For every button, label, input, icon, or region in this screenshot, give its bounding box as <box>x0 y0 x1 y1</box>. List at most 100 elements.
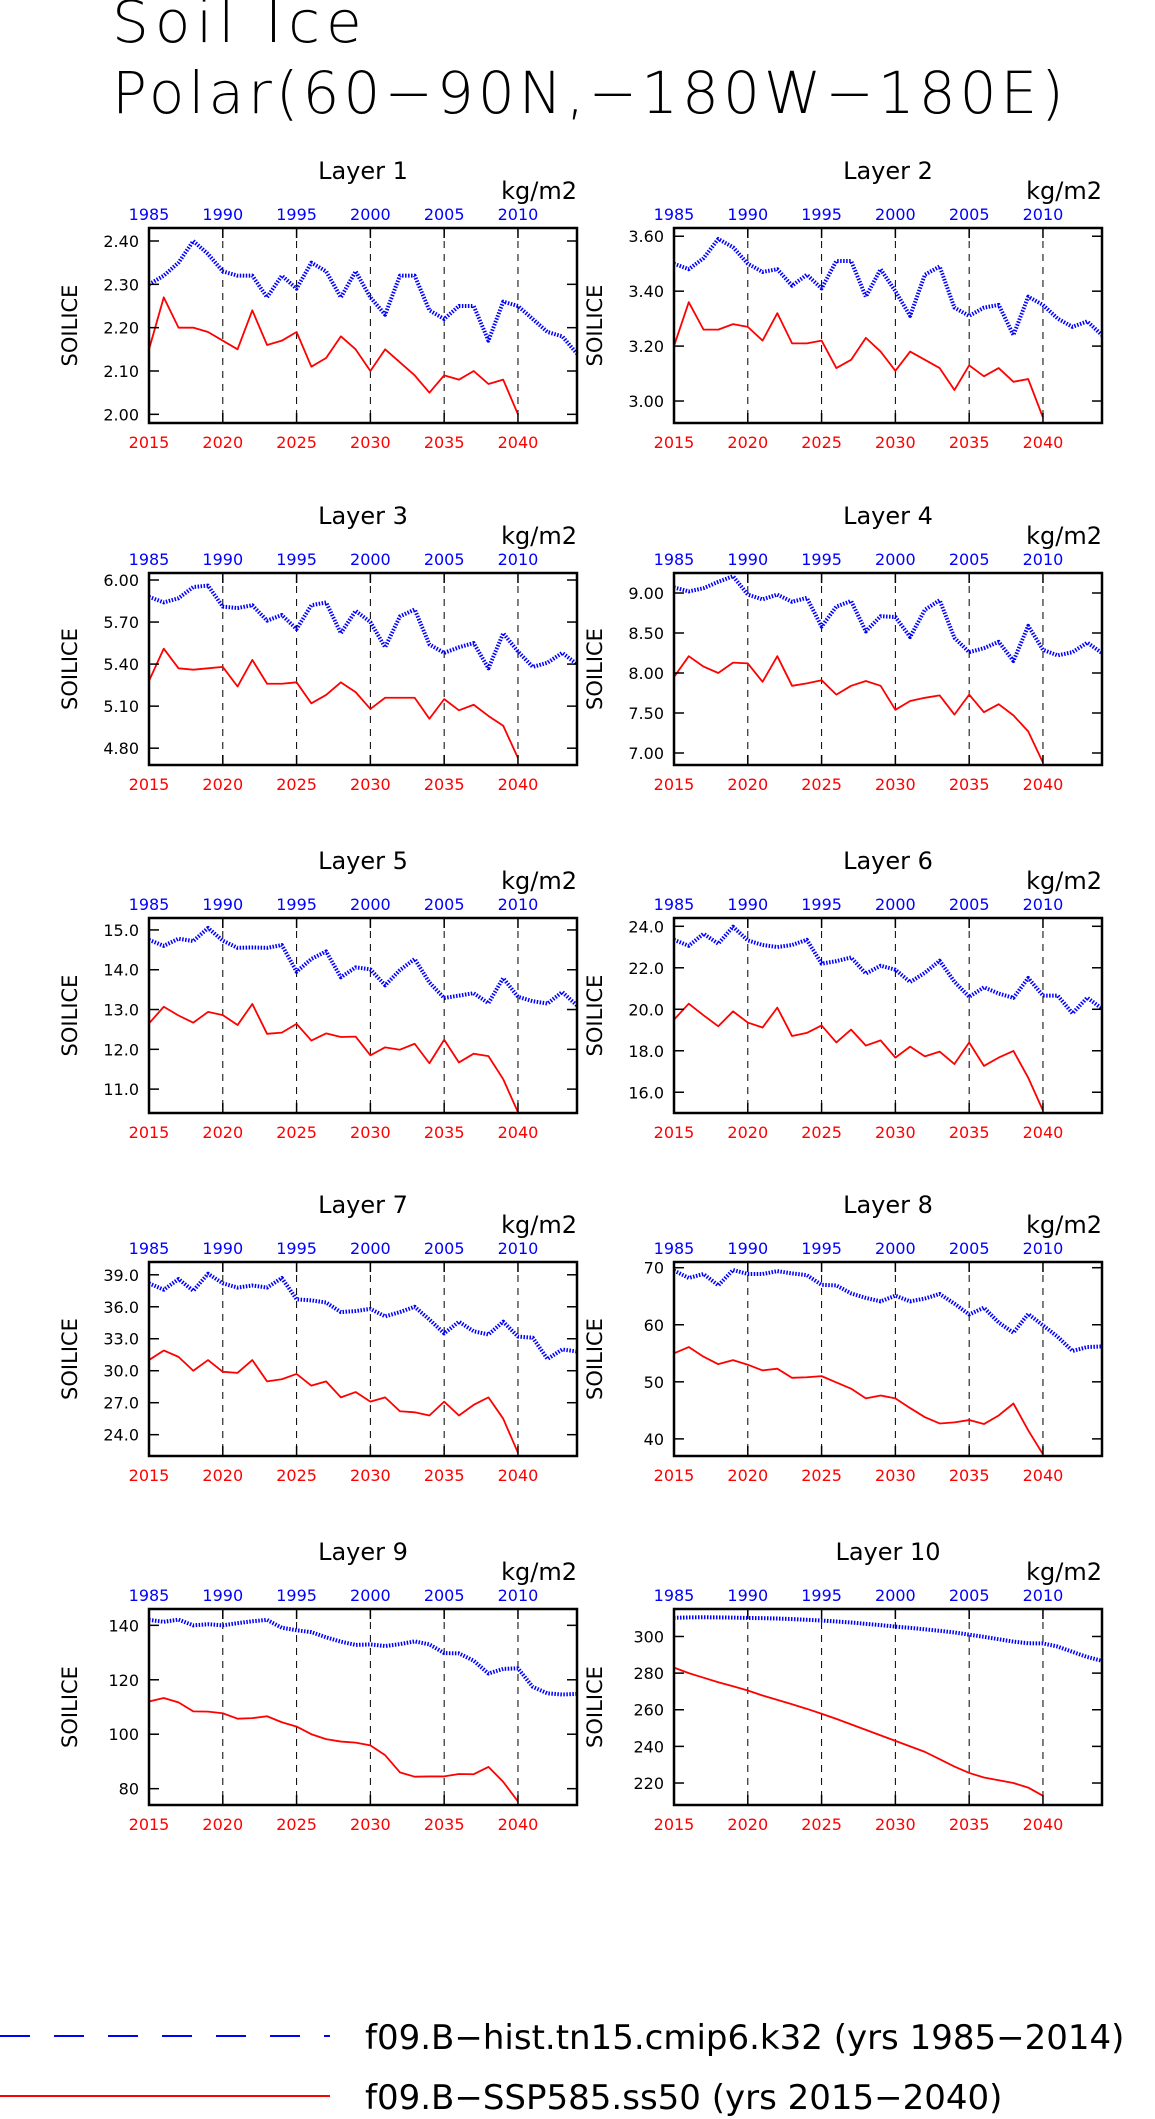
y-tick-label: 7.50 <box>628 704 664 723</box>
series-ssp585 <box>673 655 1044 763</box>
series-ssp585 <box>673 1002 1044 1111</box>
series-hist <box>147 239 579 355</box>
x-tick-label-top: 2005 <box>424 205 465 224</box>
y-tick-label: 11.0 <box>103 1080 139 1099</box>
y-tick-label: 120 <box>108 1671 139 1690</box>
panel-title: Layer 4 <box>843 502 933 530</box>
x-tick-label-bottom: 2035 <box>424 1815 465 1834</box>
x-tick-label-top: 1985 <box>654 895 695 914</box>
y-tick-label: 9.00 <box>628 584 664 603</box>
panel-layer-5: 11.0 12.0 13.0 14.0 15.0 2015 2020 2025 2030 2035… <box>58 847 579 1142</box>
x-tick-label-bottom: 2035 <box>424 1466 465 1485</box>
x-tick-label-top: 2005 <box>949 1586 990 1605</box>
x-tick-label-top: 2000 <box>875 895 916 914</box>
plot-frame <box>147 1607 579 1807</box>
x-tick-label-top: 2005 <box>424 1239 465 1258</box>
x-tick-label-bottom: 2015 <box>654 433 695 452</box>
figure-title-line1: Soil Ice <box>112 0 368 56</box>
y-axis-label: SOILICE <box>58 628 82 710</box>
y-tick-label: 3.40 <box>628 282 664 301</box>
y-axis-label: SOILICE <box>583 285 607 367</box>
x-tick-label-bottom: 2040 <box>1023 1466 1064 1485</box>
legend-ssp-label: f09.B−SSP585.ss50 (yrs 2015−2040) <box>365 2078 1002 2118</box>
figure-legend: f09.B−hist.tn15.cmip6.k32 (yrs 1985−2014… <box>0 2018 1124 2118</box>
x-tick-label-bottom: 2015 <box>654 1123 695 1142</box>
x-tick-label-top: 1985 <box>129 895 170 914</box>
y-tick-label: 5.10 <box>103 697 139 716</box>
y-tick-label: 4.80 <box>103 739 139 758</box>
y-tick-label: 16.0 <box>628 1083 664 1102</box>
x-tick-label-bottom: 2030 <box>350 1466 391 1485</box>
units-label: kg/m2 <box>1026 1558 1102 1586</box>
x-tick-label-bottom: 2020 <box>202 1123 243 1142</box>
y-tick-label: 27.0 <box>103 1394 139 1413</box>
y-tick-label: 7.00 <box>628 744 664 763</box>
series-ssp585 <box>148 1003 519 1113</box>
y-tick-label: 280 <box>633 1664 664 1683</box>
x-tick-label-top: 1995 <box>276 205 317 224</box>
x-tick-label-top: 2005 <box>949 895 990 914</box>
x-tick-label-bottom: 2020 <box>202 1815 243 1834</box>
plot-frame <box>672 916 1104 1115</box>
x-tick-label-top: 2000 <box>350 1239 391 1258</box>
y-tick-label: 2.30 <box>103 275 139 294</box>
x-tick-label-bottom: 2035 <box>424 1123 465 1142</box>
panel-layer-10: 220 240 260 280 300 2015 2020 2025 2030 2035 2040 1… <box>583 1538 1104 1834</box>
x-tick-label-bottom: 2020 <box>727 1123 768 1142</box>
x-tick-label-bottom: 2040 <box>498 433 539 452</box>
x-tick-label-bottom: 2015 <box>654 1815 695 1834</box>
plot-frame <box>147 1260 579 1458</box>
units-label: kg/m2 <box>501 1211 577 1239</box>
panel-title: Layer 10 <box>835 1538 940 1566</box>
series-hist <box>673 1267 1103 1354</box>
series-hist <box>673 924 1104 1016</box>
x-tick-label-top: 1995 <box>276 895 317 914</box>
y-tick-label: 24.0 <box>103 1426 139 1445</box>
x-tick-label-bottom: 2035 <box>949 433 990 452</box>
y-tick-label: 18.0 <box>628 1042 664 1061</box>
x-tick-label-bottom: 2015 <box>129 1123 170 1142</box>
y-tick-label: 12.0 <box>103 1040 139 1059</box>
x-tick-label-bottom: 2020 <box>727 1466 768 1485</box>
x-tick-label-top: 1990 <box>727 1239 768 1258</box>
x-tick-label-top: 2010 <box>1023 1239 1064 1258</box>
x-tick-label-top: 2000 <box>350 895 391 914</box>
x-tick-label-bottom: 2015 <box>129 1815 170 1834</box>
y-tick-label: 3.00 <box>628 392 664 411</box>
series-ssp585 <box>148 647 519 759</box>
x-tick-label-bottom: 2030 <box>350 1815 391 1834</box>
y-tick-label: 300 <box>633 1627 664 1646</box>
y-tick-label: 3.20 <box>628 337 664 356</box>
y-tick-label: 24.0 <box>628 917 664 936</box>
x-tick-label-bottom: 2020 <box>202 775 243 794</box>
x-tick-label-top: 1990 <box>202 1239 243 1258</box>
x-tick-label-top: 1995 <box>276 1239 317 1258</box>
y-tick-label: 6.00 <box>103 571 139 590</box>
panel-layer-4: 7.00 7.50 8.00 8.50 9.00 2015 2020 2025 2030 2035… <box>583 502 1104 794</box>
x-tick-label-top: 1995 <box>801 1239 842 1258</box>
x-tick-label-bottom: 2035 <box>949 1466 990 1485</box>
panel-title: Layer 5 <box>318 847 408 875</box>
y-tick-label: 60 <box>644 1316 664 1335</box>
x-tick-label-bottom: 2020 <box>202 1466 243 1485</box>
figure-title-line2: Polar(60−90N,−180W−180E) <box>112 59 1068 127</box>
y-tick-label: 13.0 <box>103 1001 139 1020</box>
y-tick-label: 8.50 <box>628 624 664 643</box>
plot-frame <box>672 1260 1104 1458</box>
x-tick-label-top: 2005 <box>424 895 465 914</box>
series-ssp585 <box>673 301 1044 418</box>
panel-layer-8: 40 50 60 70 2015 2020 2025 2030 2035 2040 1985 1990… <box>583 1191 1104 1485</box>
series-hist <box>148 583 579 671</box>
x-tick-label-top: 1990 <box>727 550 768 569</box>
x-tick-label-bottom: 2025 <box>801 433 842 452</box>
y-tick-label: 220 <box>633 1774 664 1793</box>
plot-frame <box>672 226 1104 425</box>
y-axis-label: SOILICE <box>583 975 607 1057</box>
x-tick-label-bottom: 2030 <box>350 433 391 452</box>
y-tick-label: 2.10 <box>103 362 139 381</box>
x-tick-label-top: 2010 <box>1023 550 1064 569</box>
x-tick-label-bottom: 2025 <box>276 433 317 452</box>
x-tick-label-bottom: 2030 <box>875 433 916 452</box>
y-tick-label: 100 <box>108 1725 139 1744</box>
x-tick-label-bottom: 2025 <box>801 1466 842 1485</box>
